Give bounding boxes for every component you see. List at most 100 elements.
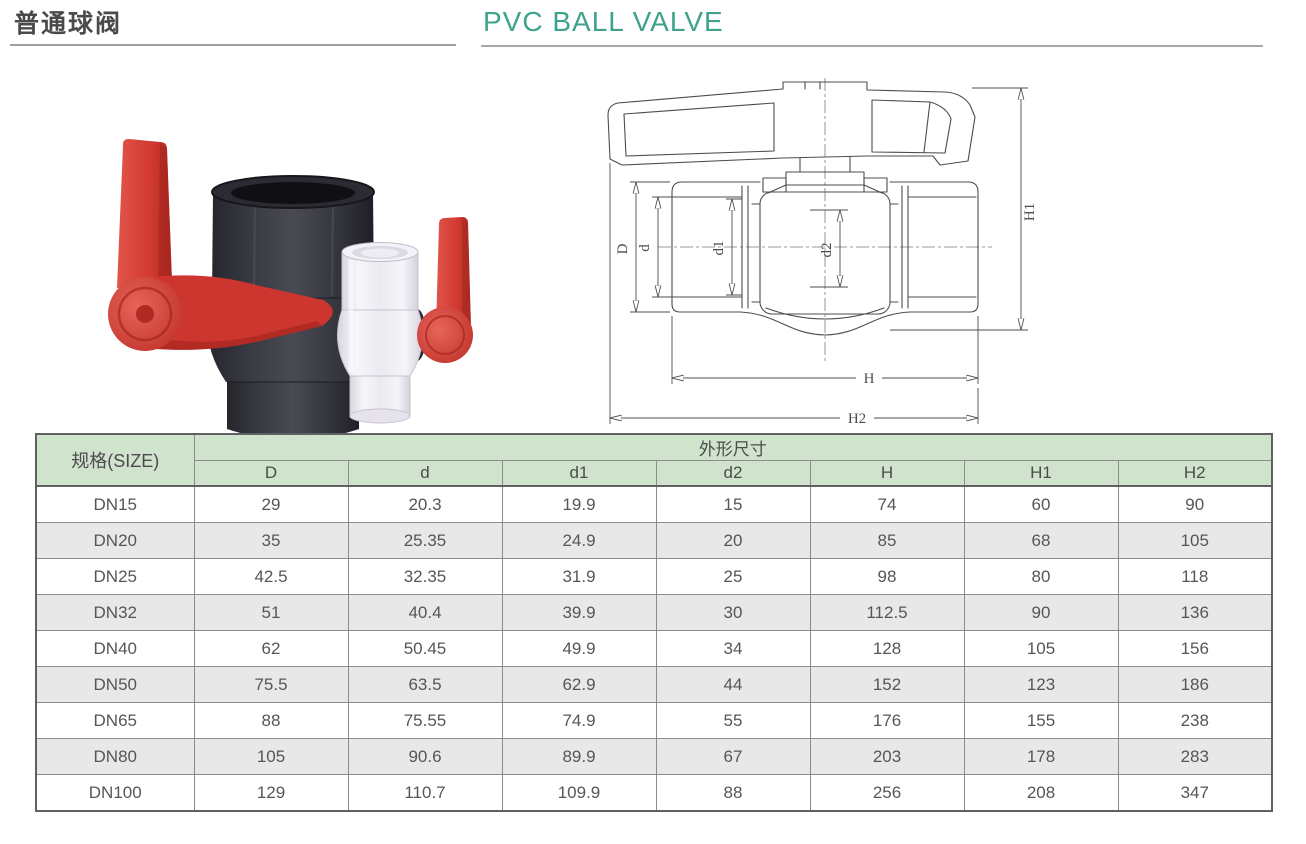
dim-value-cell: 156 <box>1117 630 1273 667</box>
col-header-d1: d1 <box>501 460 657 487</box>
dim-value-cell: 105 <box>963 630 1119 667</box>
valve-outline <box>607 81 979 336</box>
dim-value-cell: 90.6 <box>347 738 503 775</box>
page-title-english: PVC BALL VALVE <box>483 6 724 37</box>
dim-value-cell: 68 <box>963 522 1119 559</box>
dimension-labels: D d d1 d2 H H1 H2 <box>615 203 1038 427</box>
dim-value-cell: 75.55 <box>347 702 503 739</box>
dim-value-cell: 155 <box>963 702 1119 739</box>
dim-value-cell: 50.45 <box>347 630 503 667</box>
dim-value-cell: 67 <box>655 738 811 775</box>
dim-value-cell: 256 <box>809 774 965 812</box>
dim-value-cell: 42.5 <box>193 558 349 595</box>
dim-value-cell: 118 <box>1117 558 1273 595</box>
dim-value-cell: 60 <box>963 485 1119 523</box>
dim-value-cell: 29 <box>193 485 349 523</box>
dimensions-group-header: 外形尺寸 <box>193 433 1273 461</box>
table-row: DN40 62 50.45 49.9 34 128 105 156 <box>35 630 1273 667</box>
dim-value-cell: 75.5 <box>193 666 349 703</box>
table-row: DN20 35 25.35 24.9 20 85 68 105 <box>35 522 1273 559</box>
table-row: DN100 129 110.7 109.9 88 256 208 347 <box>35 774 1273 812</box>
dim-label-d2: d2 <box>819 243 835 258</box>
table-row: DN25 42.5 32.35 31.9 25 98 80 118 <box>35 558 1273 595</box>
title-underline-left <box>10 44 456 46</box>
dim-value-cell: 40.4 <box>347 594 503 631</box>
dim-value-cell: 44 <box>655 666 811 703</box>
dim-value-cell: 20 <box>655 522 811 559</box>
dim-value-cell: 136 <box>1117 594 1273 631</box>
dim-label-d1: d1 <box>711 241 727 256</box>
dim-value-cell: 74 <box>809 485 965 523</box>
dim-value-cell: 123 <box>963 666 1119 703</box>
col-header-H: H <box>809 460 965 487</box>
row-size-cell: DN80 <box>35 738 195 775</box>
col-header-d: d <box>347 460 503 487</box>
dim-value-cell: 152 <box>809 666 965 703</box>
dim-value-cell: 110.7 <box>347 774 503 812</box>
dim-value-cell: 32.35 <box>347 558 503 595</box>
dim-value-cell: 15 <box>655 485 811 523</box>
dim-value-cell: 186 <box>1117 666 1273 703</box>
dim-value-cell: 347 <box>1117 774 1273 812</box>
spec-table-body: DN15 29 20.3 19.9 15 74 60 90 DN20 35 25.35 24.9 20 8… <box>35 485 1273 812</box>
dim-value-cell: 63.5 <box>347 666 503 703</box>
dim-value-cell: 203 <box>809 738 965 775</box>
table-row: DN80 105 90.6 89.9 67 203 178 283 <box>35 738 1273 775</box>
dim-value-cell: 105 <box>193 738 349 775</box>
dim-value-cell: 90 <box>1117 485 1273 523</box>
dim-value-cell: 208 <box>963 774 1119 812</box>
dim-label-H2: H2 <box>848 411 866 427</box>
dim-value-cell: 129 <box>193 774 349 812</box>
dim-label-D: D <box>615 243 631 254</box>
dim-label-H1: H1 <box>1022 203 1038 221</box>
dim-value-cell: 62 <box>193 630 349 667</box>
dim-value-cell: 49.9 <box>501 630 657 667</box>
dim-value-cell: 80 <box>963 558 1119 595</box>
product-photos <box>108 139 473 440</box>
dim-value-cell: 88 <box>655 774 811 812</box>
photo-dark-valve <box>108 139 379 440</box>
col-header-H2: H2 <box>1117 460 1273 487</box>
dim-value-cell: 105 <box>1117 522 1273 559</box>
dim-value-cell: 90 <box>963 594 1119 631</box>
table-row: DN50 75.5 63.5 62.9 44 152 123 186 <box>35 666 1273 703</box>
table-row: DN32 51 40.4 39.9 30 112.5 90 136 <box>35 594 1273 631</box>
col-header-d2: d2 <box>655 460 811 487</box>
dark-valve-handle-grip <box>117 139 172 288</box>
dim-value-cell: 25.35 <box>347 522 503 559</box>
dim-value-cell: 98 <box>809 558 965 595</box>
dim-value-cell: 20.3 <box>347 485 503 523</box>
dim-value-cell: 35 <box>193 522 349 559</box>
dim-value-cell: 39.9 <box>501 594 657 631</box>
spec-table: 规格(SIZE) 外形尺寸 D d d1 d2 H H1 H2 DN15 29 20… <box>35 433 1273 812</box>
dimension-drawing: D d d1 d2 H H1 H2 <box>607 78 1038 427</box>
dim-value-cell: 109.9 <box>501 774 657 812</box>
dim-value-cell: 112.5 <box>809 594 965 631</box>
photo-clear-valve <box>337 217 473 424</box>
dim-value-cell: 74.9 <box>501 702 657 739</box>
dim-value-cell: 62.9 <box>501 666 657 703</box>
row-size-cell: DN40 <box>35 630 195 667</box>
row-size-cell: DN15 <box>35 485 195 523</box>
centerlines <box>658 78 992 364</box>
table-row: DN65 88 75.55 74.9 55 176 155 238 <box>35 702 1273 739</box>
col-header-D: D <box>193 460 349 487</box>
row-size-cell: DN50 <box>35 666 195 703</box>
dim-value-cell: 34 <box>655 630 811 667</box>
table-row: DN15 29 20.3 19.9 15 74 60 90 <box>35 485 1273 523</box>
row-size-cell: DN100 <box>35 774 195 812</box>
dimension-lines <box>609 87 1028 427</box>
dim-value-cell: 176 <box>809 702 965 739</box>
dim-value-cell: 283 <box>1117 738 1273 775</box>
dim-value-cell: 85 <box>809 522 965 559</box>
row-size-cell: DN25 <box>35 558 195 595</box>
dim-label-d: d <box>637 244 653 252</box>
dim-value-cell: 178 <box>963 738 1119 775</box>
dim-value-cell: 31.9 <box>501 558 657 595</box>
dim-value-cell: 89.9 <box>501 738 657 775</box>
title-underline-right <box>481 45 1263 47</box>
dim-value-cell: 30 <box>655 594 811 631</box>
row-size-cell: DN20 <box>35 522 195 559</box>
col-header-H1: H1 <box>963 460 1119 487</box>
